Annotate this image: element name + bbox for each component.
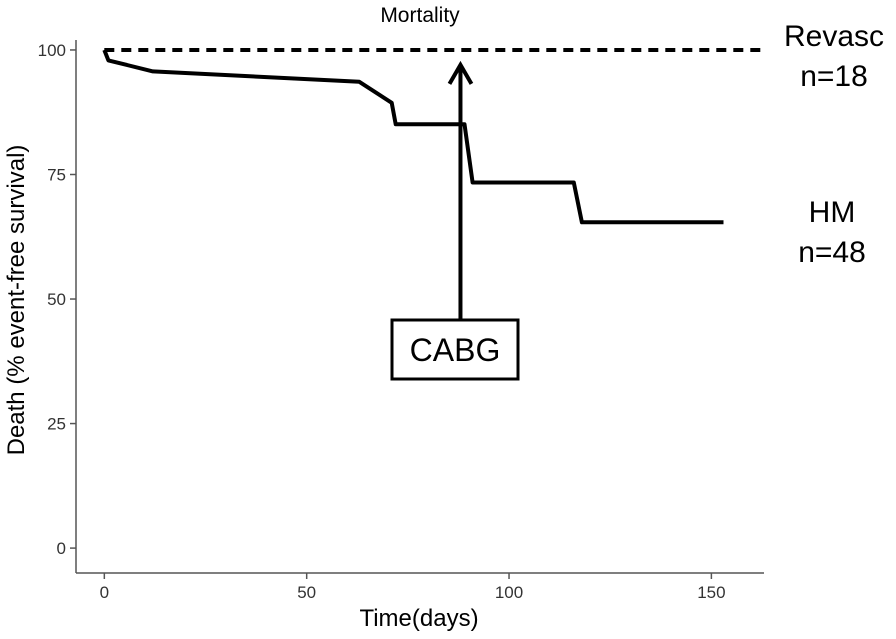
y-tick-label: 25	[47, 415, 66, 434]
x-axis-title: Time(days)	[359, 605, 478, 632]
y-axis-title: Death (% event-free survival)	[3, 145, 30, 456]
chart-title: Mortality	[380, 4, 460, 27]
y-tick-label: 100	[38, 41, 66, 60]
series-layer	[102, 48, 764, 225]
y-tick-label: 50	[47, 290, 66, 309]
y-tick-label: 75	[47, 165, 66, 184]
x-tick-label: 100	[495, 583, 523, 602]
revasc-count: n=18	[800, 60, 868, 93]
cabg-arrow-head	[447, 60, 474, 85]
hm-count: n=48	[798, 236, 866, 269]
x-tick-label: 0	[100, 583, 109, 602]
y-tick-label: 0	[57, 539, 66, 558]
x-tick-label: 150	[697, 583, 725, 602]
revasc-label: Revasc	[784, 20, 884, 53]
series-line-hm	[102, 49, 724, 225]
x-axis-ticks: 0 50 100 150	[100, 573, 726, 602]
cabg-label: CABG	[410, 332, 501, 368]
cabg-label-box	[390, 318, 520, 381]
cabg-annotation: CABG	[390, 60, 520, 381]
x-tick-label: 50	[297, 583, 316, 602]
y-axis-ticks: 0 25 50 75 100	[38, 41, 76, 558]
hm-label: HM	[809, 196, 856, 229]
